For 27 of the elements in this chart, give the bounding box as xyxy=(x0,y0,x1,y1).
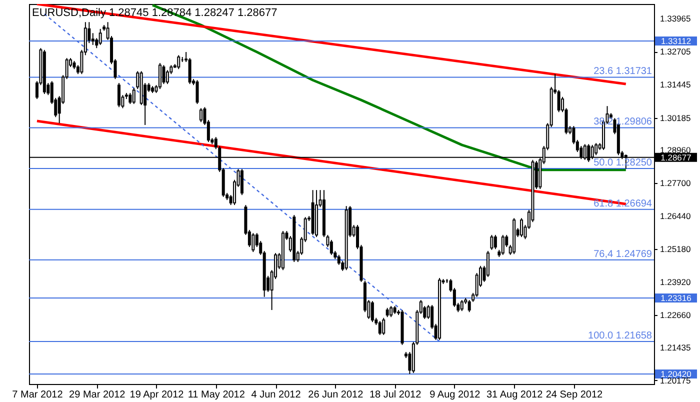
y-tick-label: 1.31445 xyxy=(660,80,691,90)
x-tick-label: 31 Aug 2012 xyxy=(486,390,544,400)
ref-line-label: 1.23316 xyxy=(660,293,692,304)
x-tick-label: 9 Aug 2012 xyxy=(430,390,481,400)
y-tick-label: 1.22660 xyxy=(660,310,691,320)
annotation: 76,4 1.24769 xyxy=(594,248,652,260)
x-tick-label: 29 Mar 2012 xyxy=(69,390,126,400)
x-tick-label: 4 Jun 2012 xyxy=(251,390,302,400)
y-tick-label: 1.30185 xyxy=(660,112,691,123)
x-tick-label: 18 Jul 2012 xyxy=(369,390,422,400)
y-tick-label: 1.32705 xyxy=(660,46,691,57)
x-tick-label: 11 May 2012 xyxy=(188,390,246,400)
annotation: 23.6 1.31731 xyxy=(594,66,652,78)
y-tick-label: 1.21435 xyxy=(660,342,691,352)
x-tick-label: 24 Sep 2012 xyxy=(546,390,604,400)
y-tick-label: 1.26440 xyxy=(660,211,691,222)
x-tick-label: 19 Apr 2012 xyxy=(130,390,184,400)
y-tick-label: 1.28960 xyxy=(660,144,691,155)
ref-line-label: 1.28677 xyxy=(660,152,692,162)
x-tick-label: 7 Mar 2012 xyxy=(12,390,64,400)
annotation: 100.0 1.21658 xyxy=(588,330,652,342)
y-tick-label: 1.25180 xyxy=(660,244,691,254)
y-tick-label: 1.23920 xyxy=(660,277,691,288)
y-tick-label: 1.33965 xyxy=(660,14,691,24)
x-tick-label: 26 Jun 2012 xyxy=(308,390,364,400)
y-tick-label: 1.27700 xyxy=(660,178,691,188)
ref-line-label: 1.33112 xyxy=(660,36,692,46)
